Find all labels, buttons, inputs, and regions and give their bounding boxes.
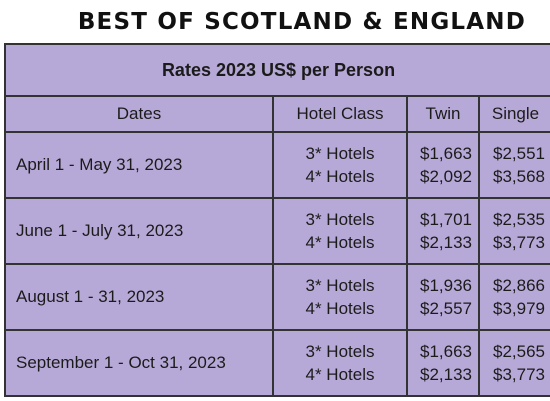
twin-rate-3-star: $1,663 [420,342,472,361]
table-row: April 1 - May 31, 2023 3* Hotels 4* Hote… [4,131,550,199]
twin-rate-cell: $1,936 $2,557 [406,263,480,331]
twin-rate-4-star: $2,133 [420,233,472,252]
twin-rate-3-star: $1,663 [420,144,472,163]
rates-table: Rates 2023 US$ per Person Dates Hotel Cl… [4,43,550,397]
column-header-twin: Twin [406,95,480,133]
single-rate-3-star: $2,866 [493,276,545,295]
hotel-class-3-star: 3* Hotels [305,210,375,229]
single-rate-cell: $2,551 $3,568 [478,131,550,199]
hotel-class-3-star: 3* Hotels [305,276,375,295]
single-rate-4-star: $3,979 [493,299,545,318]
twin-rate-3-star: $1,701 [420,210,472,229]
table-row: June 1 - July 31, 2023 3* Hotels 4* Hote… [4,197,550,265]
column-header-dates: Dates [4,95,274,133]
hotel-class-4-star: 4* Hotels [305,365,375,384]
hotel-class-4-star: 4* Hotels [305,233,375,252]
twin-rate-cell: $1,663 $2,092 [406,131,480,199]
hotel-class-cell: 3* Hotels 4* Hotels [272,197,408,265]
twin-rate-cell: $1,663 $2,133 [406,329,480,397]
twin-rate-4-star: $2,557 [420,299,472,318]
hotel-class-cell: 3* Hotels 4* Hotels [272,329,408,397]
single-rate-4-star: $3,773 [493,365,545,384]
single-rate-4-star: $3,773 [493,233,545,252]
date-range-cell: June 1 - July 31, 2023 [4,197,274,265]
page-heading: BEST OF SCOTLAND & ENGLAND [77,9,526,35]
hotel-class-3-star: 3* Hotels [305,144,375,163]
table-row: August 1 - 31, 2023 3* Hotels 4* Hotels … [4,263,550,331]
hotel-class-cell: 3* Hotels 4* Hotels [272,263,408,331]
twin-rate-4-star: $2,092 [420,167,472,186]
column-header-single: Single [478,95,550,133]
twin-rate-3-star: $1,936 [420,276,472,295]
hotel-class-3-star: 3* Hotels [305,342,375,361]
date-range-cell: April 1 - May 31, 2023 [4,131,274,199]
hotel-class-cell: 3* Hotels 4* Hotels [272,131,408,199]
single-rate-4-star: $3,568 [493,167,545,186]
single-rate-3-star: $2,551 [493,144,545,163]
date-range-cell: August 1 - 31, 2023 [4,263,274,331]
twin-rate-cell: $1,701 $2,133 [406,197,480,265]
table-title: Rates 2023 US$ per Person [4,43,550,97]
hotel-class-4-star: 4* Hotels [305,167,375,186]
single-rate-3-star: $2,565 [493,342,545,361]
table-title-row: Rates 2023 US$ per Person [4,43,550,97]
date-range-cell: September 1 - Oct 31, 2023 [4,329,274,397]
column-header-hotel-class: Hotel Class [272,95,408,133]
table-row: September 1 - Oct 31, 2023 3* Hotels 4* … [4,329,550,397]
table-header-row: Dates Hotel Class Twin Single [4,95,550,133]
single-rate-cell: $2,535 $3,773 [478,197,550,265]
twin-rate-4-star: $2,133 [420,365,472,384]
single-rate-cell: $2,866 $3,979 [478,263,550,331]
hotel-class-4-star: 4* Hotels [305,299,375,318]
single-rate-3-star: $2,535 [493,210,545,229]
single-rate-cell: $2,565 $3,773 [478,329,550,397]
